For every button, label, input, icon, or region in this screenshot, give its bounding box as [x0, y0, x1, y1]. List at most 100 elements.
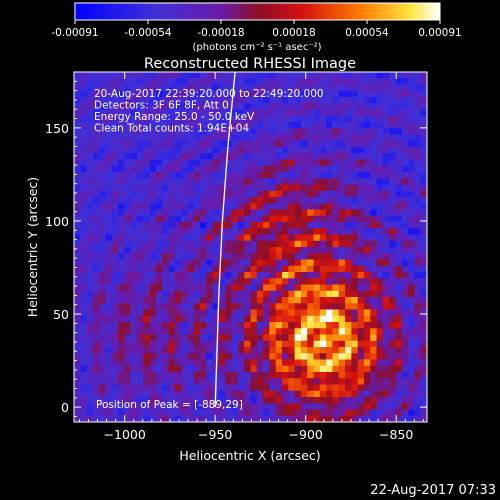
heatmap-cell: [345, 165, 352, 173]
heatmap-cell: [193, 415, 201, 422]
heatmap-cell: [382, 322, 390, 329]
heatmap-cell: [363, 390, 371, 398]
heatmap-cell: [376, 372, 384, 379]
heatmap-cell: [118, 372, 126, 379]
heatmap-cell: [389, 340, 397, 348]
heatmap-cell: [313, 397, 321, 404]
heatmap-cell: [137, 184, 144, 192]
heatmap-cell: [99, 228, 107, 236]
heatmap-cell: [288, 240, 296, 248]
heatmap-cell: [206, 165, 214, 173]
heatmap-cell: [149, 415, 157, 422]
heatmap-cell: [130, 228, 138, 236]
heatmap-cell: [212, 84, 220, 92]
heatmap-cell: [408, 365, 415, 373]
heatmap-cell: [389, 259, 397, 267]
heatmap-cell: [143, 190, 151, 198]
heatmap-cell: [326, 290, 334, 298]
heatmap-cell: [187, 359, 195, 367]
heatmap-cell: [99, 334, 107, 342]
heatmap-cell: [370, 334, 378, 342]
heatmap-cell: [269, 134, 277, 142]
heatmap-cell: [275, 90, 283, 98]
heatmap-cell: [269, 359, 277, 367]
heatmap-cell: [143, 115, 151, 123]
heatmap-cell: [414, 315, 422, 323]
heatmap-cell: [250, 322, 258, 329]
heatmap-cell: [155, 165, 163, 173]
heatmap-cell: [319, 178, 327, 186]
heatmap-cell: [111, 278, 119, 286]
heatmap-cell: [332, 109, 340, 117]
heatmap-cell: [193, 78, 201, 86]
heatmap-cell: [357, 197, 365, 204]
heatmap-cell: [363, 353, 371, 361]
heatmap-cell: [282, 340, 289, 348]
heatmap-cell: [282, 397, 289, 404]
heatmap-cell: [420, 278, 427, 286]
heatmap-cell: [351, 397, 359, 404]
heatmap-cell: [300, 315, 308, 323]
heatmap-cell: [80, 247, 88, 254]
heatmap-cell: [250, 272, 258, 279]
heatmap-cell: [250, 315, 258, 323]
heatmap-cell: [111, 84, 119, 92]
heatmap-cell: [99, 315, 107, 323]
heatmap-cell: [401, 265, 409, 273]
heatmap-cell: [263, 303, 271, 311]
heatmap-cell: [300, 140, 308, 148]
heatmap-cell: [118, 203, 126, 211]
heatmap-cell: [282, 197, 289, 204]
heatmap-cell: [414, 134, 422, 142]
heatmap-cell: [408, 409, 415, 417]
heatmap-cell: [250, 97, 258, 104]
heatmap-cell: [395, 278, 403, 286]
heatmap-cell: [401, 278, 409, 286]
heatmap-cell: [149, 265, 157, 273]
heatmap-cell: [263, 384, 271, 392]
heatmap-cell: [225, 309, 233, 317]
heatmap-cell: [155, 203, 163, 211]
heatmap-cell: [395, 140, 403, 148]
heatmap-cell: [244, 122, 252, 129]
heatmap-cell: [414, 409, 422, 417]
heatmap-cell: [111, 390, 119, 398]
heatmap-cell: [92, 409, 100, 417]
heatmap-cell: [263, 128, 271, 136]
heatmap-cell: [99, 115, 107, 123]
heatmap-cell: [149, 190, 157, 198]
heatmap-cell: [408, 347, 415, 354]
heatmap-cell: [130, 397, 138, 404]
heatmap-cell: [193, 284, 201, 292]
heatmap-cell: [401, 297, 409, 304]
heatmap-cell: [401, 309, 409, 317]
heatmap-cell: [307, 72, 315, 79]
heatmap-cell: [149, 303, 157, 311]
heatmap-cell: [74, 178, 81, 186]
heatmap-cell: [288, 278, 296, 286]
heatmap-cell: [237, 147, 245, 154]
heatmap-cell: [174, 172, 182, 179]
heatmap-cell: [382, 347, 390, 354]
heatmap-cell: [206, 303, 214, 311]
heatmap-cell: [162, 240, 170, 248]
heatmap-cell: [319, 290, 327, 298]
heatmap-cell: [162, 159, 170, 167]
heatmap-cell: [300, 78, 308, 86]
heatmap-cell: [143, 147, 151, 154]
heatmap-cell: [162, 203, 170, 211]
heatmap-cell: [181, 184, 189, 192]
heatmap-cell: [80, 259, 88, 267]
heatmap-cell: [263, 184, 271, 192]
heatmap-cell: [206, 128, 214, 136]
heatmap-cell: [225, 328, 233, 336]
heatmap-cell: [414, 140, 422, 148]
heatmap-cell: [345, 259, 352, 267]
heatmap-cell: [86, 109, 94, 117]
heatmap-cell: [237, 78, 245, 86]
heatmap-cell: [130, 159, 138, 167]
heatmap-cell: [137, 140, 144, 148]
heatmap-cell: [401, 172, 409, 179]
heatmap-cell: [420, 197, 427, 204]
heatmap-cell: [181, 272, 189, 279]
